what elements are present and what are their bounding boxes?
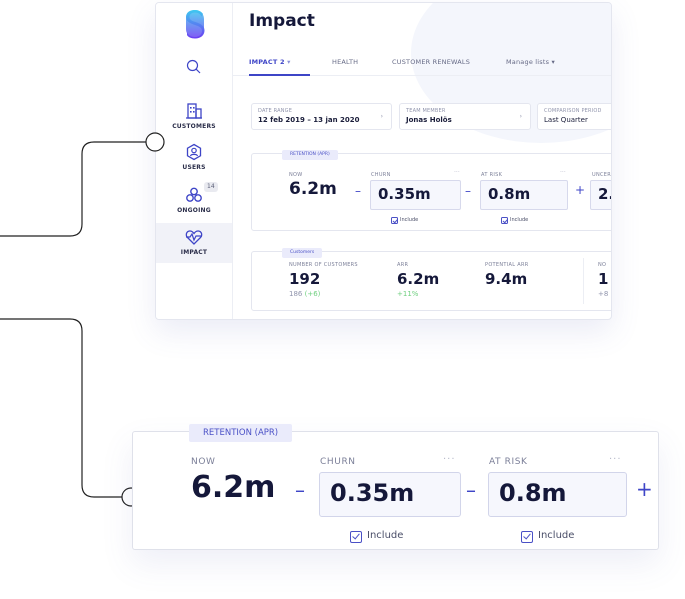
now-value: 6.2m <box>191 470 276 505</box>
arr-delta: +11% <box>397 290 419 298</box>
at-risk-include-checkbox[interactable] <box>501 217 508 224</box>
building-icon <box>186 103 202 119</box>
filter-value: Last Quarter <box>544 116 588 124</box>
churn-label: CHURN <box>320 457 356 467</box>
include-label: Include <box>400 217 419 223</box>
retention-tag: RETENTION (APR) <box>282 150 338 160</box>
tab-impact-2[interactable]: IMPACT 2 ▾ <box>249 58 291 66</box>
sidebar-item-users[interactable]: USERS <box>156 143 232 185</box>
app-window: CUSTOMERS USERS 14 ONGOING <box>155 2 612 320</box>
number-of-customers-label: NUMBER OF CUSTOMERS <box>289 262 358 268</box>
now-label: NOW <box>191 457 216 467</box>
at-risk-value: 0.8m <box>499 479 567 507</box>
include-label: Include <box>538 530 575 541</box>
arr-label: ARR <box>397 262 409 268</box>
heart-pulse-icon <box>185 230 203 245</box>
at-risk-value: 0.8m <box>488 185 531 203</box>
sidebar-item-label: USERS <box>182 164 206 171</box>
divider <box>583 258 584 304</box>
minus-operator: – <box>355 184 361 198</box>
ongoing-count-badge: 14 <box>204 182 218 192</box>
potential-arr-label: POTENTIAL ARR <box>485 262 529 268</box>
filter-caption: TEAM MEMBER <box>406 108 446 114</box>
number-of-customers-sub: 186 (+6) <box>289 290 321 298</box>
filter-value: 12 feb 2019 – 13 jan 2020 <box>258 116 360 124</box>
comparison-period-filter[interactable]: COMPARISON PERIOD Last Quarter <box>537 103 611 130</box>
customers-card: Customers NUMBER OF CUSTOMERS 192 186 (+… <box>251 248 611 311</box>
retention-card: RETENTION (APR) NOW 6.2m – CHURN ··· 0.3… <box>251 150 612 231</box>
filter-caption: COMPARISON PERIOD <box>544 108 602 114</box>
at-risk-value-box[interactable]: 0.8m <box>488 472 627 517</box>
no-sub: +8 <box>598 290 609 298</box>
uncertain-value: 2. <box>598 185 611 203</box>
plus-operator: + <box>636 477 653 501</box>
filter-caption: DATE RANGE <box>258 108 293 114</box>
tab-customer-renewals[interactable]: CUSTOMER RENEWALS <box>392 58 471 66</box>
minus-operator: – <box>466 478 476 502</box>
tab-divider <box>233 75 611 76</box>
uncertain-value-box[interactable]: 2. <box>590 180 611 210</box>
churn-label: CHURN <box>371 172 391 178</box>
at-risk-include-checkbox[interactable] <box>521 531 533 543</box>
potential-arr-value: 9.4m <box>485 270 528 288</box>
uncertain-label: UNCER <box>592 172 612 178</box>
team-member-filter[interactable]: TEAM MEMBER Jonas Holös › <box>399 103 531 130</box>
at-risk-value-box[interactable]: 0.8m <box>480 180 568 210</box>
search-icon[interactable] <box>184 57 204 77</box>
sidebar-item-customers[interactable]: CUSTOMERS <box>156 102 232 144</box>
tab-health[interactable]: HEALTH <box>332 58 359 66</box>
at-risk-label: AT RISK <box>481 172 503 178</box>
sidebar-item-label: CUSTOMERS <box>172 123 216 130</box>
churn-value-box[interactable]: 0.35m <box>370 180 461 210</box>
active-tab-indicator <box>249 74 310 76</box>
more-options-icon[interactable]: ··· <box>454 169 460 176</box>
now-label: NOW <box>289 172 303 178</box>
manage-lists-dropdown[interactable]: Manage lists ▾ <box>506 58 555 66</box>
minus-operator: – <box>295 478 305 502</box>
no-label: NO <box>598 262 607 268</box>
network-icon <box>186 187 202 202</box>
at-risk-label: AT RISK <box>489 457 528 467</box>
now-value: 6.2m <box>289 179 337 199</box>
sidebar-item-label: IMPACT <box>180 249 208 256</box>
minus-operator: – <box>465 184 471 198</box>
customers-tag: Customers <box>282 248 323 258</box>
more-options-icon[interactable]: ··· <box>443 454 456 465</box>
churn-value-box[interactable]: 0.35m <box>319 472 461 517</box>
page-title: Impact <box>249 11 315 31</box>
retention-card-zoomed: RETENTION (APR) NOW 6.2m – CHURN ··· 0.3… <box>132 424 659 550</box>
no-value: 1 <box>598 270 609 288</box>
chevron-right-icon: › <box>519 113 522 120</box>
churn-include-checkbox[interactable] <box>391 217 398 224</box>
sidebar-item-label: ONGOING <box>177 207 211 214</box>
sidebar-item-ongoing[interactable]: 14 ONGOING <box>156 182 232 228</box>
sidebar-item-impact[interactable]: IMPACT <box>156 223 232 263</box>
churn-value: 0.35m <box>378 185 431 203</box>
retention-tag: RETENTION (APR) <box>189 424 293 442</box>
more-options-icon[interactable]: ··· <box>560 169 566 176</box>
churn-value: 0.35m <box>330 479 415 507</box>
logo-icon <box>186 10 205 39</box>
filter-value: Jonas Holös <box>406 116 452 124</box>
include-label: Include <box>367 530 404 541</box>
churn-include-checkbox[interactable] <box>350 531 362 543</box>
sidebar: CUSTOMERS USERS 14 ONGOING <box>156 3 233 319</box>
user-hexagon-icon <box>186 143 202 161</box>
arr-value: 6.2m <box>397 270 440 288</box>
number-of-customers-value: 192 <box>289 270 321 288</box>
more-options-icon[interactable]: ··· <box>609 454 622 465</box>
chevron-right-icon: › <box>380 113 383 120</box>
plus-operator: + <box>575 183 586 197</box>
include-label: Include <box>510 217 529 223</box>
date-range-filter[interactable]: DATE RANGE 12 feb 2019 – 13 jan 2020 › <box>251 103 392 130</box>
